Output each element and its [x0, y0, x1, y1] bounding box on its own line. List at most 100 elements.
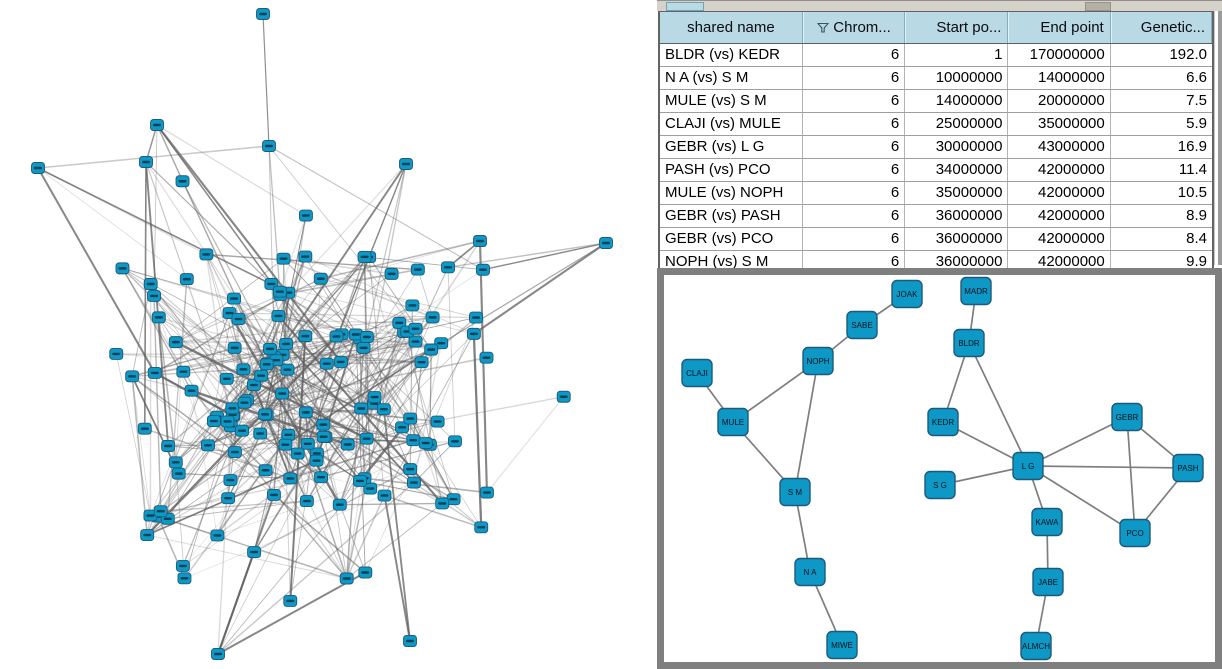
network-node[interactable]: [280, 363, 295, 376]
network-node[interactable]: [424, 343, 439, 356]
network-node-gebr[interactable]: GEBR: [1111, 402, 1143, 432]
table-cell-genetic[interactable]: 10.5: [1177, 184, 1207, 201]
network-node-pco[interactable]: PCO: [1119, 518, 1151, 548]
table-cell-end-point[interactable]: 42000000: [1008, 159, 1111, 181]
table-cell-chromosome[interactable]: 6: [803, 228, 906, 250]
network-node[interactable]: [363, 482, 378, 495]
network-node[interactable]: [125, 370, 140, 383]
network-node[interactable]: [354, 402, 369, 415]
network-node[interactable]: [283, 594, 298, 607]
network-node[interactable]: [199, 248, 214, 261]
network-node[interactable]: [266, 488, 281, 501]
table-row[interactable]: MULE (vs) S M 6 14000000 20000000 7.5: [660, 90, 1212, 113]
network-node[interactable]: [254, 369, 269, 382]
table-cell-start-point[interactable]: 34000000: [905, 159, 1009, 181]
column-header-shared-name[interactable]: shared name: [660, 12, 803, 43]
detail-network-canvas[interactable]: JOAK MADR SABE BLDR NOPH CLAJI GEBR MULE KEDR L G…: [664, 275, 1215, 662]
network-node[interactable]: [231, 313, 246, 326]
network-node[interactable]: [143, 278, 158, 290]
table-cell-end-point[interactable]: 170000000: [1008, 44, 1111, 66]
network-node[interactable]: [278, 438, 293, 451]
table-cell-genetic[interactable]: 5.9: [1186, 115, 1207, 132]
table-cell-end-point[interactable]: 42000000: [1008, 182, 1111, 204]
network-node[interactable]: [376, 403, 391, 416]
network-node[interactable]: [137, 422, 152, 435]
network-node[interactable]: [206, 415, 221, 428]
network-node[interactable]: [151, 311, 166, 324]
filter-icon[interactable]: [817, 22, 830, 34]
table-row[interactable]: NOPH (vs) S M 6 36000000 42000000 9.9: [660, 251, 1212, 273]
table-scrollbar-horizontal[interactable]: [657, 0, 1222, 11]
table-cell-start-point[interactable]: 30000000: [905, 136, 1009, 158]
network-node[interactable]: [256, 8, 270, 20]
network-node[interactable]: [408, 322, 423, 335]
network-node[interactable]: [258, 464, 273, 477]
network-node[interactable]: [425, 311, 440, 324]
network-node[interactable]: [153, 505, 168, 518]
network-node[interactable]: [333, 356, 348, 368]
table-cell-chromosome[interactable]: 6: [803, 136, 906, 158]
column-header-genetic[interactable]: Genetic...: [1110, 12, 1212, 43]
network-node[interactable]: [259, 358, 274, 371]
table-cell-shared-name[interactable]: GEBR (vs) PCO: [660, 228, 803, 250]
network-node[interactable]: [283, 472, 298, 485]
network-node[interactable]: [469, 311, 483, 324]
network-node[interactable]: [176, 365, 191, 378]
network-node[interactable]: [175, 559, 190, 572]
network-node-n-a[interactable]: N A: [794, 557, 826, 587]
network-node[interactable]: [441, 261, 455, 274]
network-node[interactable]: [147, 290, 161, 302]
network-node[interactable]: [384, 267, 399, 280]
network-node[interactable]: [227, 341, 242, 354]
network-node[interactable]: [220, 415, 235, 428]
network-node[interactable]: [403, 463, 418, 476]
network-node-noph[interactable]: NOPH: [802, 346, 834, 376]
network-node[interactable]: [314, 471, 329, 484]
table-row[interactable]: GEBR (vs) L G 6 30000000 43000000 16.9: [660, 136, 1212, 159]
table-cell-start-point[interactable]: 36000000: [905, 228, 1009, 250]
table-cell-start-point[interactable]: 36000000: [905, 205, 1009, 227]
network-node[interactable]: [227, 446, 242, 459]
table-row[interactable]: BLDR (vs) KEDR 6 1 170000000 192.0: [660, 44, 1212, 67]
network-node-bldr[interactable]: BLDR: [953, 328, 985, 358]
network-node[interactable]: [219, 372, 234, 385]
overview-network-canvas[interactable]: [0, 0, 655, 669]
network-node[interactable]: [168, 456, 183, 469]
network-node-s-m[interactable]: S M: [779, 477, 811, 507]
network-node[interactable]: [247, 379, 261, 392]
network-node[interactable]: [359, 331, 374, 343]
network-node[interactable]: [313, 272, 328, 285]
table-row[interactable]: PASH (vs) PCO 6 34000000 42000000 11.4: [660, 159, 1212, 182]
table-row[interactable]: CLAJI (vs) MULE 6 25000000 35000000 5.9: [660, 113, 1212, 136]
network-node[interactable]: [147, 366, 162, 379]
network-node[interactable]: [223, 474, 238, 487]
network-node[interactable]: [161, 440, 176, 452]
network-node[interactable]: [358, 566, 373, 579]
table-cell-chromosome[interactable]: 6: [803, 44, 906, 66]
network-node[interactable]: [473, 235, 487, 247]
table-cell-end-point[interactable]: 42000000: [1008, 228, 1111, 250]
table-row[interactable]: MULE (vs) NOPH 6 35000000 42000000 10.5: [660, 182, 1212, 205]
network-node[interactable]: [168, 336, 183, 349]
table-cell-genetic[interactable]: 192.0: [1169, 46, 1207, 63]
network-node-mule[interactable]: MULE: [717, 407, 749, 437]
network-node[interactable]: [236, 363, 251, 376]
table-cell-shared-name[interactable]: N A (vs) S M: [660, 67, 803, 89]
table-cell-start-point[interactable]: 14000000: [905, 90, 1009, 112]
table-cell-end-point[interactable]: 42000000: [1008, 251, 1111, 273]
table-cell-shared-name[interactable]: MULE (vs) S M: [660, 90, 803, 112]
network-node[interactable]: [299, 495, 314, 508]
table-cell-start-point[interactable]: 10000000: [905, 67, 1009, 89]
network-node[interactable]: [418, 437, 433, 450]
network-node[interactable]: [367, 391, 382, 403]
table-cell-shared-name[interactable]: GEBR (vs) L G: [660, 136, 803, 158]
network-node[interactable]: [479, 486, 494, 499]
network-node[interactable]: [31, 162, 45, 174]
network-node-miwe[interactable]: MIWE: [826, 630, 858, 660]
table-cell-shared-name[interactable]: MULE (vs) NOPH: [660, 182, 803, 204]
network-node[interactable]: [272, 285, 287, 298]
network-node-s-g[interactable]: S G: [924, 470, 956, 500]
network-node[interactable]: [410, 263, 425, 276]
network-node[interactable]: [177, 572, 192, 585]
network-node[interactable]: [435, 497, 450, 510]
